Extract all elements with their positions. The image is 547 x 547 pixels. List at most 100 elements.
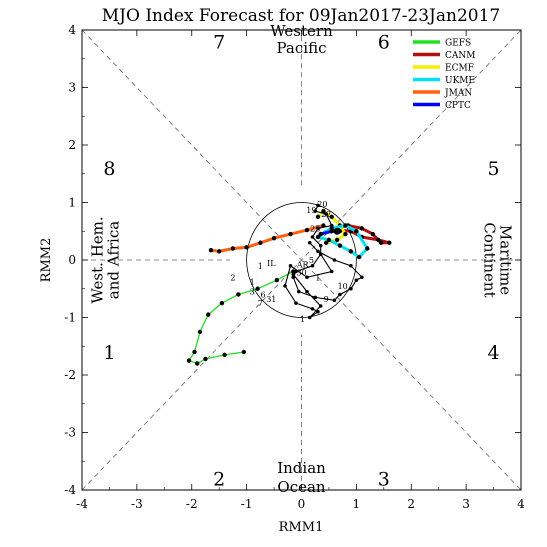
x-tick-label: -4 (76, 497, 88, 511)
series-point-ecmf (321, 208, 326, 214)
series-point-gefs (219, 300, 225, 306)
current-day-marker (333, 227, 341, 235)
day-label: 19 (306, 206, 316, 215)
series-point-jman (230, 246, 236, 251)
series-point-canm (378, 240, 384, 245)
region-label-bottom-1: Indian (277, 459, 326, 477)
series-point-jman (288, 231, 293, 237)
series-point-cptc (329, 229, 334, 234)
region-label-right-1: Maritime (496, 225, 514, 295)
series-point-ukme (348, 249, 354, 254)
observed-point (316, 226, 320, 231)
legend-label-ecmf: ECMF (445, 64, 474, 74)
observed-point (313, 295, 318, 300)
series-point-ukme (356, 254, 362, 260)
observed-point (316, 203, 320, 208)
observed-point (313, 209, 318, 213)
series-point-gefs (236, 292, 241, 297)
phase-grid (81, 29, 522, 491)
y-tick-label: -1 (64, 311, 76, 325)
series-point-canm (376, 237, 381, 243)
series-point-gefs (206, 312, 211, 317)
observed-point (307, 240, 312, 245)
series-point-jman (304, 227, 310, 233)
phase-number: 6 (378, 32, 390, 54)
observed-point (332, 258, 337, 262)
observed-point (338, 292, 342, 297)
observed-point (360, 275, 364, 280)
series-point-ecmf (334, 237, 340, 243)
day-label: 30 (296, 269, 306, 278)
region-label-top-2: Pacific (277, 39, 327, 57)
legend-label-ukme: UKME (445, 76, 475, 86)
x-tick-label: 1 (353, 497, 361, 511)
observed-point (310, 307, 315, 311)
day-label: 31 (266, 295, 276, 304)
observed-point (316, 249, 320, 254)
observed-point (318, 304, 323, 308)
y-tick-label: 2 (68, 138, 76, 152)
observed-point (294, 301, 298, 305)
day-label: 1 (250, 278, 255, 287)
series-point-gefs (291, 269, 296, 274)
legend-label-jman: JMAN (444, 89, 472, 99)
series-point-gefs (222, 352, 227, 358)
day-label: 20 (317, 200, 327, 209)
legend-label-gefs: GEFS (445, 39, 471, 49)
observed-point (318, 243, 323, 248)
series-point-canm (387, 240, 392, 245)
day-label: 7 (258, 299, 263, 308)
series-point-ukme (337, 243, 343, 248)
series-point-ukme (326, 237, 332, 243)
series-point-canm (359, 226, 365, 231)
series-line-ukme (317, 224, 369, 259)
observed-point (318, 252, 323, 257)
series-point-gefs (186, 358, 192, 363)
series-point-jman (216, 249, 222, 254)
series-point-ecmf (343, 231, 348, 237)
region-label-left-2: and Africa (105, 221, 123, 299)
series-point-ukme (365, 246, 370, 251)
x-tick-label: 2 (407, 497, 415, 511)
x-tick-label: 0 (298, 497, 306, 511)
x-tick-label: -1 (241, 497, 253, 511)
observed-point (288, 263, 293, 268)
day-label: 1 (300, 315, 305, 324)
series-point-gefs (195, 361, 200, 366)
unit-circle (246, 202, 357, 318)
x-tick-label: 4 (517, 497, 525, 511)
observed-point (354, 278, 359, 282)
day-label: 1 (315, 273, 320, 282)
series-point-gefs (241, 349, 247, 355)
phase-number: 1 (103, 342, 115, 364)
y-tick-label: -2 (64, 368, 76, 382)
y-tick-label: 3 (68, 81, 76, 95)
day-label: 6 (261, 291, 266, 300)
y-tick-label: -3 (64, 426, 76, 440)
diagonal-line (81, 29, 522, 491)
series-point-ukme (354, 229, 359, 234)
series-point-ukme (315, 234, 321, 240)
observed-series (283, 203, 364, 320)
observed-point (305, 289, 309, 294)
series-point-ecmf (329, 214, 334, 220)
phase-number: 2 (213, 469, 225, 491)
x-tick-label: -3 (131, 497, 143, 511)
day-label: AR (296, 261, 310, 270)
legend-label-cptc: CPTC (445, 101, 471, 111)
series-point-cptc (318, 231, 323, 237)
x-axis-label: RMM1 (279, 520, 324, 535)
series-point-gefs (192, 349, 197, 355)
series-point-gefs (203, 356, 208, 362)
legend: GEFS CANM ECMF UKME JMAN CPTC (413, 39, 475, 111)
phase-number: 3 (378, 469, 390, 491)
observed-point (294, 269, 298, 274)
series-point-ecmf (323, 240, 329, 245)
observed-line (284, 205, 363, 318)
phase-number: 8 (103, 158, 115, 180)
observed-point (349, 286, 353, 291)
